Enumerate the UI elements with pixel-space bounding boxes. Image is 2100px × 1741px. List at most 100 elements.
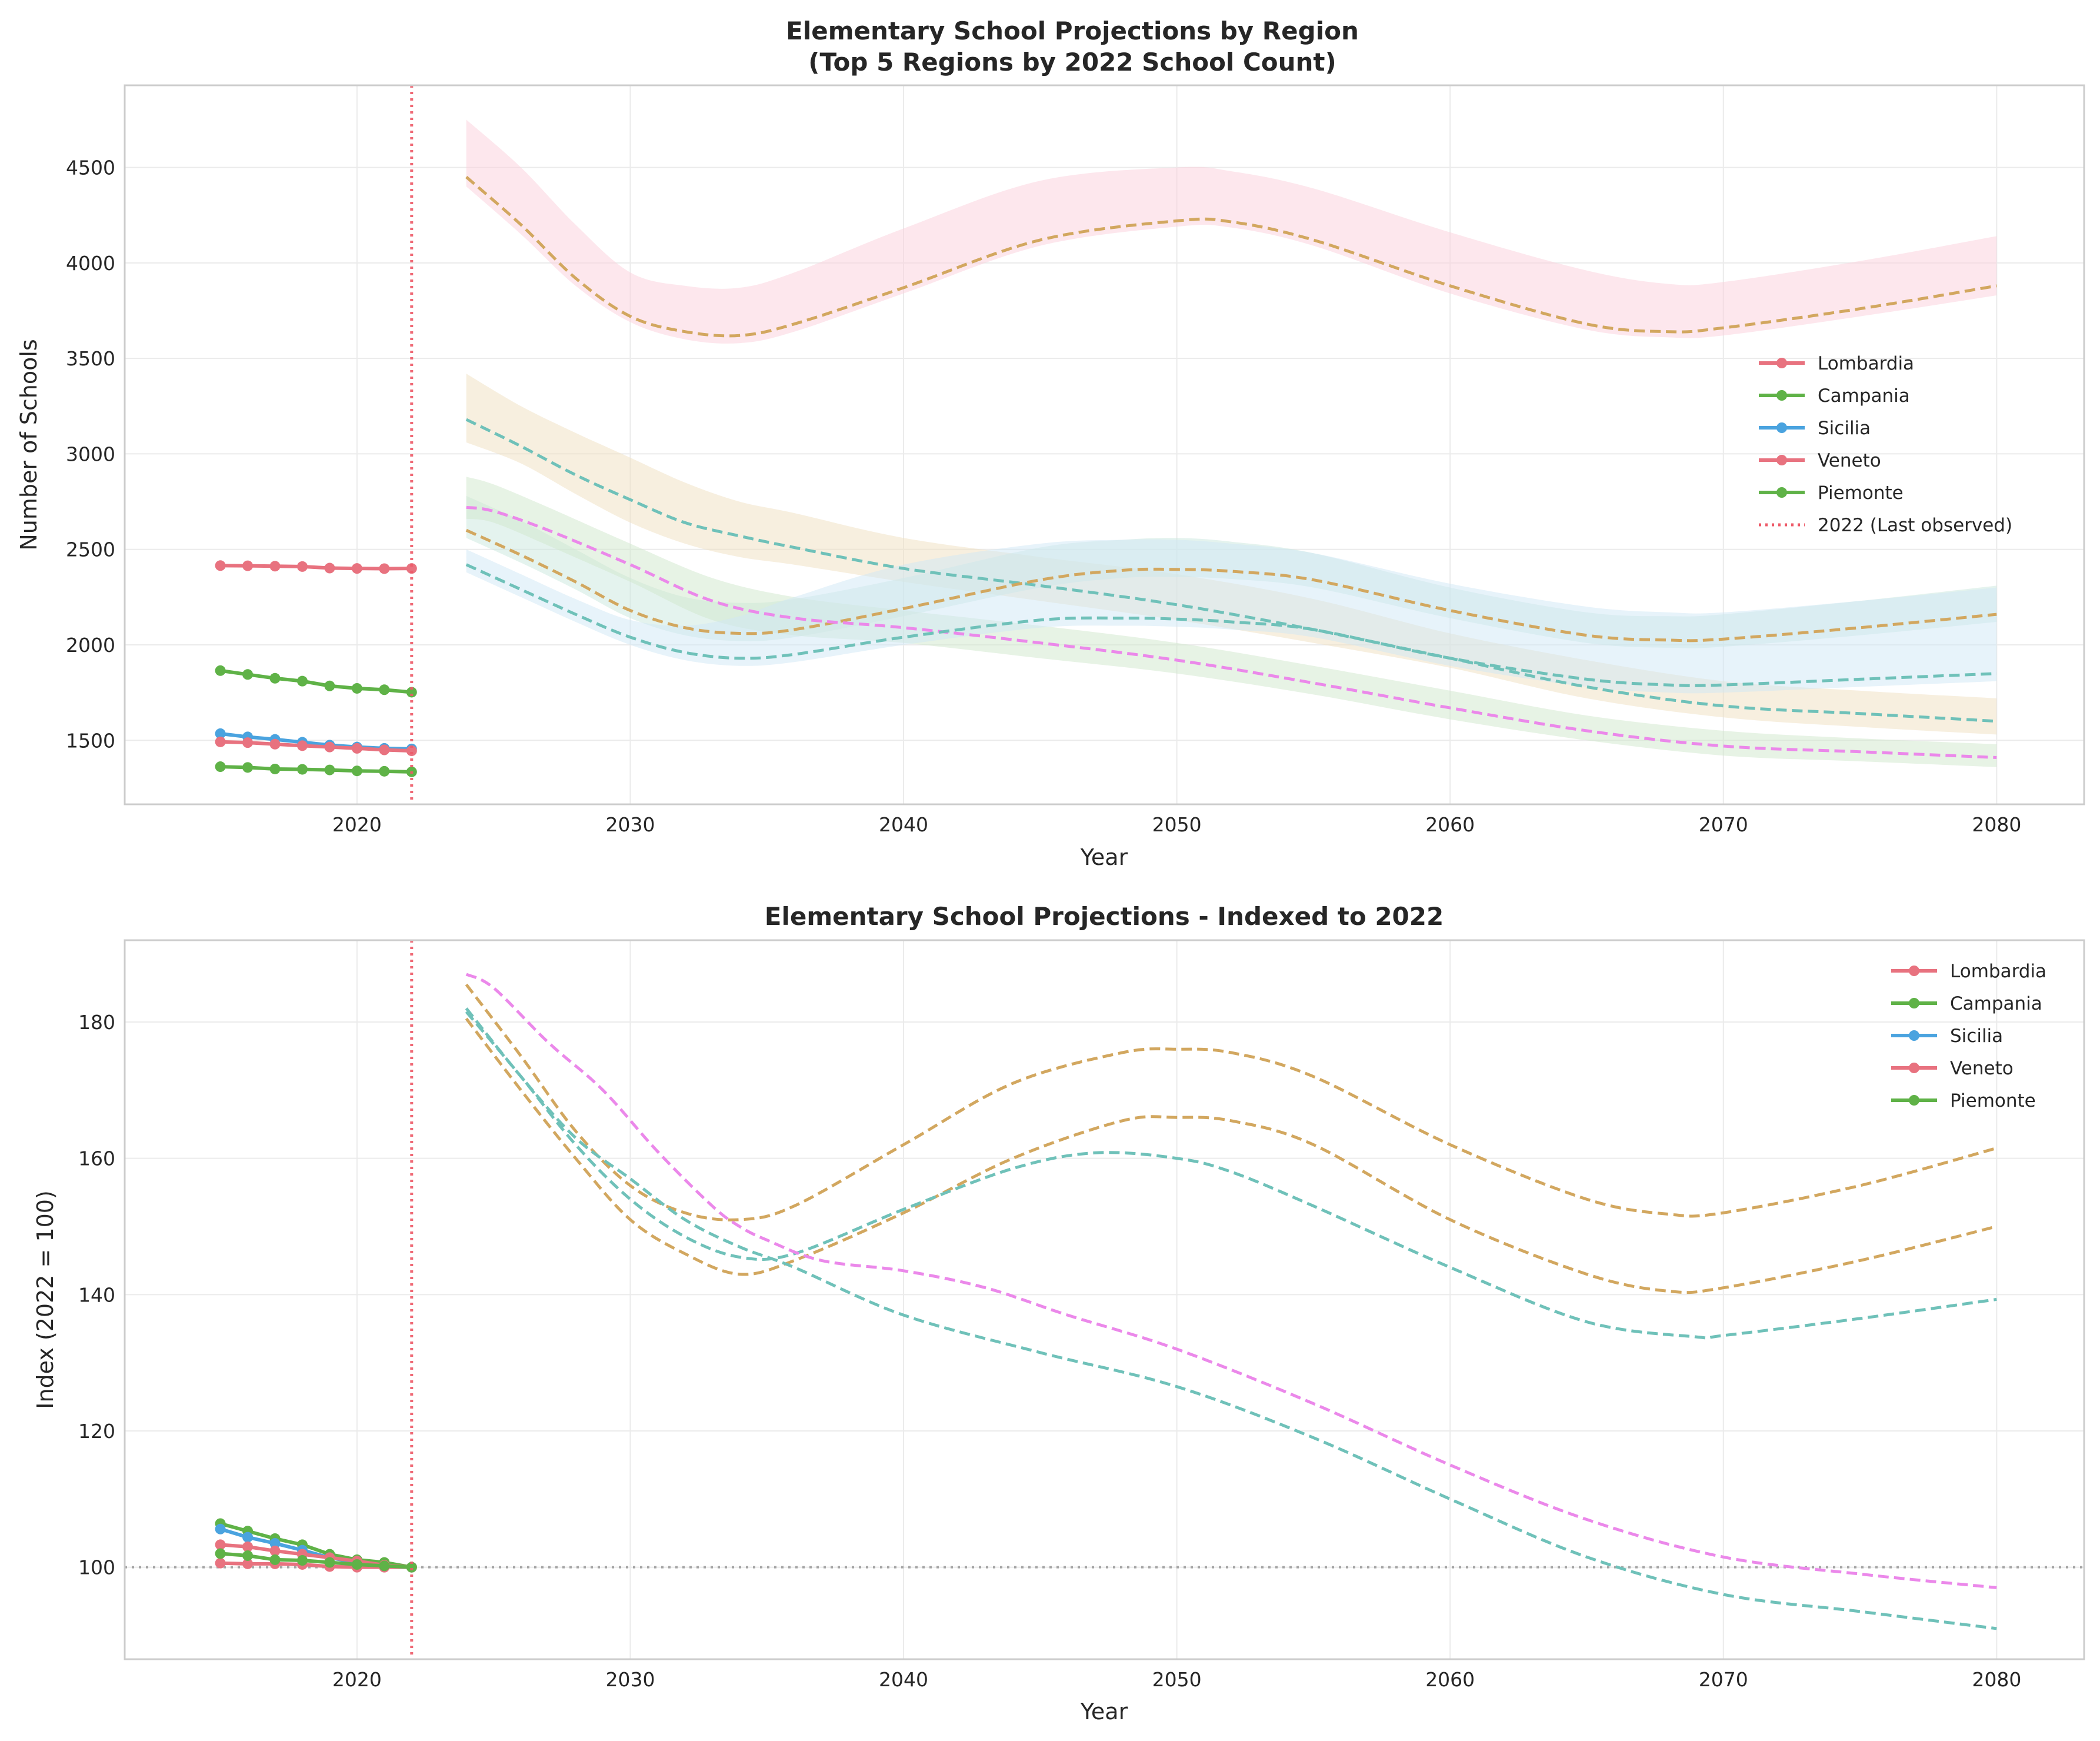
bottom-x-tick-label: 2070: [1699, 1668, 1748, 1691]
top-point-piemonte: [215, 761, 226, 773]
top-chart-title: Elementary School Projections by Region: [786, 16, 1359, 45]
top-legend-label-lombardia: Lombardia: [1818, 353, 1914, 374]
bottom-projection-line-1: [465, 983, 1997, 1221]
top-projection-line-2: [465, 418, 1997, 723]
bottom-legend-marker-lombardia: [1909, 966, 1919, 976]
bottom-point-sicilia: [242, 1532, 254, 1543]
bottom-plot-area: [125, 940, 2084, 1659]
top-legend-marker-veneto: [1776, 455, 1787, 465]
top-point-sicilia: [215, 728, 226, 739]
top-historical-series: [215, 560, 417, 777]
bottom-point-piemonte: [269, 1554, 281, 1565]
top-point-veneto: [406, 745, 417, 757]
top-point-lombardia: [324, 562, 335, 574]
bottom-point-veneto: [242, 1541, 254, 1552]
bottom-projection-lines: [465, 973, 1997, 1630]
top-point-campania: [351, 683, 362, 694]
top-y-tick-label: 1500: [66, 729, 115, 752]
top-legend-marker-lombardia: [1776, 358, 1787, 368]
top-point-piemonte: [296, 764, 308, 775]
top-chart: Elementary School Projections by Region …: [16, 16, 2085, 870]
top-point-campania: [269, 673, 281, 684]
bottom-y-ticks: 100 120 140 160 180: [78, 1011, 115, 1579]
bottom-point-piemonte: [296, 1555, 308, 1566]
bottom-projection-line-4: [465, 973, 1997, 1589]
top-point-campania: [296, 675, 308, 687]
top-point-veneto: [242, 737, 254, 748]
bottom-point-veneto: [269, 1545, 281, 1556]
bottom-point-piemonte: [351, 1559, 362, 1570]
bottom-legend-marker-veneto: [1909, 1063, 1919, 1073]
top-y-tick-label: 3500: [66, 347, 115, 370]
bottom-x-tick-label: 2080: [1972, 1668, 2021, 1691]
top-x-tick-label: 2030: [605, 813, 655, 836]
bottom-projection-line-5: [465, 1007, 1997, 1630]
bottom-historical-series: [215, 1518, 417, 1573]
bottom-x-tick-label: 2020: [332, 1668, 382, 1691]
top-point-campania: [215, 665, 226, 676]
top-legend-label-sicilia: Sicilia: [1818, 418, 1871, 439]
top-projection-line-1: [465, 175, 1997, 338]
top-y-tick-label: 4000: [66, 252, 115, 275]
top-legend-marker-piemonte: [1776, 487, 1787, 498]
bottom-legend-label-piemonte: Piemonte: [1950, 1090, 2036, 1111]
bottom-x-tick-label: 2050: [1152, 1668, 1202, 1691]
bottom-x-tick-label: 2030: [605, 1668, 655, 1691]
top-projection-lines: [465, 175, 1997, 759]
top-legend-label-campania: Campania: [1818, 385, 1910, 407]
bottom-point-piemonte: [324, 1557, 335, 1568]
top-point-lombardia: [269, 561, 281, 572]
bottom-point-lombardia: [215, 1557, 226, 1569]
top-point-campania: [242, 669, 254, 680]
top-projection-line-5: [465, 563, 1997, 687]
bottom-point-piemonte: [215, 1548, 226, 1559]
top-projection-line-3: [465, 528, 1997, 643]
bottom-chart-title: Elementary School Projections - Indexed …: [765, 902, 1444, 931]
bottom-chart: Elementary School Projections - Indexed …: [32, 902, 2085, 1725]
bottom-point-sicilia: [269, 1538, 281, 1549]
top-point-veneto: [215, 736, 226, 747]
top-legend-label-piemonte: Piemonte: [1818, 482, 1904, 504]
top-y-ticks: 1500 2000 2500 3000 3500 4000 4500: [66, 157, 115, 753]
top-x-axis-label: Year: [1080, 844, 1128, 870]
top-point-piemonte: [324, 764, 335, 775]
bottom-legend-label-campania: Campania: [1950, 993, 2042, 1014]
top-y-axis-label: Number of Schools: [16, 339, 42, 550]
bottom-legend-label-veneto: Veneto: [1950, 1058, 2014, 1079]
top-point-piemonte: [242, 762, 254, 773]
top-point-veneto: [351, 743, 362, 754]
top-confidence-band-1: [466, 119, 1997, 344]
bottom-point-piemonte: [406, 1562, 417, 1573]
bottom-legend-label-sicilia: Sicilia: [1950, 1026, 2003, 1047]
top-legend-label-veneto: Veneto: [1818, 450, 1881, 471]
top-projection-line-4: [466, 505, 1997, 759]
bottom-y-tick-label: 180: [78, 1011, 115, 1034]
bottom-x-tick-label: 2060: [1425, 1668, 1475, 1691]
bottom-x-ticks: 2020 2030 2040 2050 2060 2070 2080: [332, 1668, 2021, 1691]
bottom-projection-line-2: [465, 1017, 1997, 1294]
top-point-campania: [324, 680, 335, 691]
top-y-tick-label: 3000: [66, 442, 115, 465]
top-point-lombardia: [215, 560, 226, 571]
top-x-tick-label: 2040: [879, 813, 928, 836]
top-x-tick-label: 2080: [1972, 813, 2021, 836]
bottom-point-piemonte: [379, 1560, 390, 1572]
bottom-y-tick-label: 100: [78, 1556, 115, 1579]
top-x-ticks: 2020 2030 2040 2050 2060 2070 2080: [332, 813, 2021, 836]
top-x-tick-label: 2050: [1152, 813, 1202, 836]
top-point-campania: [406, 687, 417, 698]
top-point-piemonte: [269, 763, 281, 774]
top-legend-marker-campania: [1776, 390, 1787, 401]
top-point-veneto: [379, 744, 390, 755]
top-legend-marker-sicilia: [1776, 422, 1787, 433]
bottom-legend: Lombardia Campania Sicilia Veneto Piemonte: [1891, 961, 2046, 1111]
top-point-lombardia: [406, 563, 417, 574]
bottom-projection-line-3: [465, 1010, 1997, 1340]
top-point-piemonte: [379, 765, 390, 777]
top-y-tick-label: 4500: [66, 157, 115, 179]
bottom-grid: [125, 940, 2084, 1659]
top-point-veneto: [324, 741, 335, 753]
top-y-tick-label: 2000: [66, 634, 115, 657]
top-x-tick-label: 2020: [332, 813, 382, 836]
bottom-legend-marker-campania: [1909, 998, 1919, 1008]
